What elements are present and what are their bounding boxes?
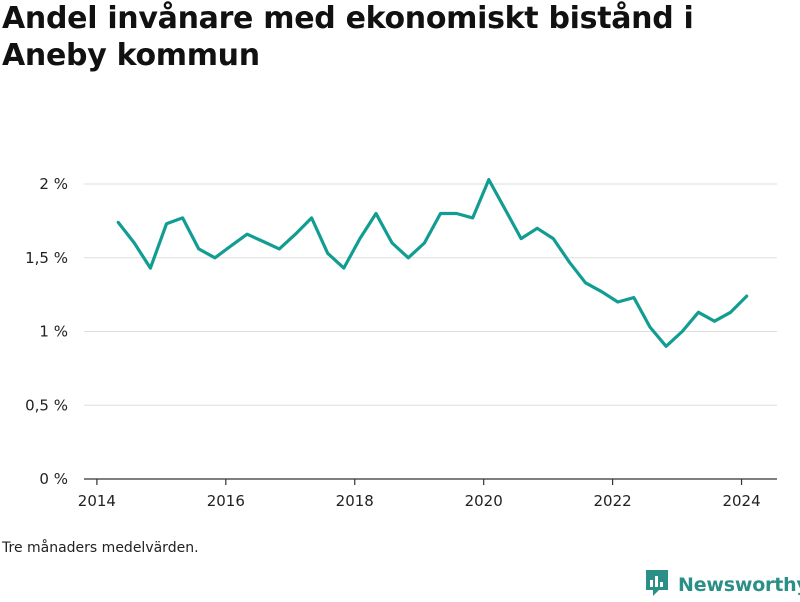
data-point <box>681 330 684 333</box>
brand-name: Newsworthy <box>678 574 800 596</box>
x-axis-labels: 2014 2016 2018 2020 2022 2024 <box>78 492 761 510</box>
brand-logo[interactable]: Newsworthy <box>644 568 800 602</box>
x-tick-label: 2022 <box>594 492 632 510</box>
series-layer <box>116 178 749 348</box>
data-point <box>133 242 136 245</box>
data-point <box>487 178 490 181</box>
data-point <box>262 240 265 243</box>
data-point <box>342 267 345 270</box>
data-point <box>536 227 539 230</box>
data-point <box>407 256 410 259</box>
y-tick-label: 0,5 % <box>25 396 68 414</box>
data-point <box>616 301 619 304</box>
y-tick-label: 0 % <box>39 470 68 488</box>
x-tick-label: 2018 <box>336 492 374 510</box>
x-axis <box>84 478 777 485</box>
data-point <box>584 281 587 284</box>
y-tick-label: 1 % <box>39 323 68 341</box>
x-tick-label: 2014 <box>78 492 116 510</box>
data-point <box>181 217 184 220</box>
data-point <box>568 261 571 264</box>
series-line <box>116 178 749 348</box>
data-point <box>697 311 700 314</box>
gridlines <box>84 183 777 406</box>
y-axis-labels: 0 % 0,5 % 1 % 1,5 % 2 % <box>25 175 68 488</box>
chart-note: Tre månaders medelvärden. <box>2 540 199 556</box>
x-tick-label: 2020 <box>465 492 503 510</box>
data-point <box>729 311 732 314</box>
data-point <box>197 248 200 251</box>
y-tick-label: 1,5 % <box>25 249 68 267</box>
data-point <box>294 233 297 236</box>
data-point <box>375 212 378 215</box>
data-point <box>552 237 555 240</box>
newsworthy-logo-icon <box>644 568 670 602</box>
x-tick-label: 2016 <box>207 492 245 510</box>
data-point <box>310 217 313 220</box>
data-point <box>246 233 249 236</box>
data-point <box>149 267 152 270</box>
data-point <box>439 212 442 215</box>
data-point <box>665 345 668 348</box>
data-point <box>391 242 394 245</box>
data-point <box>230 245 233 248</box>
data-point <box>745 295 748 298</box>
data-point <box>520 237 523 240</box>
data-point <box>359 237 362 240</box>
data-point <box>278 248 281 251</box>
data-point <box>713 320 716 323</box>
data-point <box>649 326 652 329</box>
data-point <box>213 256 216 259</box>
data-point <box>504 208 507 211</box>
data-point <box>117 221 120 224</box>
data-point <box>165 222 168 225</box>
data-point <box>455 212 458 215</box>
chart-title: Andel invånare med ekonomiskt bistånd i … <box>2 1 694 73</box>
data-point <box>326 252 329 255</box>
data-point <box>632 296 635 299</box>
data-point <box>471 217 474 220</box>
data-point <box>600 290 603 293</box>
x-tick-label: 2024 <box>722 492 760 510</box>
data-point <box>423 242 426 245</box>
y-tick-label: 2 % <box>39 175 68 193</box>
